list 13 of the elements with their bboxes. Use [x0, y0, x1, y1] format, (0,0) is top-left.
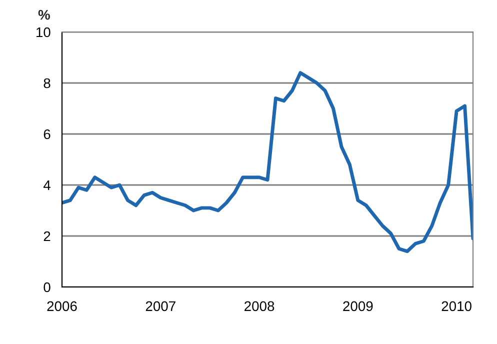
line-series — [62, 71, 473, 254]
y-tick-label: 8 — [44, 78, 50, 88]
y-tick-label: 10 — [36, 27, 50, 38]
y-tick-label: 2 — [44, 231, 50, 242]
y-tick-label: 0 — [44, 282, 50, 292]
y-tick-label: 6 — [44, 129, 50, 140]
y-axis-title: % — [38, 10, 50, 20]
x-tick-label: 2010 — [442, 301, 472, 312]
x-tick-label: 2007 — [146, 301, 176, 312]
y-tick-label: 4 — [43, 180, 50, 190]
x-tick-label: 2006 — [47, 301, 77, 312]
x-tick-label: 2009 — [343, 301, 373, 312]
x-tick-label: 2008 — [244, 301, 274, 312]
